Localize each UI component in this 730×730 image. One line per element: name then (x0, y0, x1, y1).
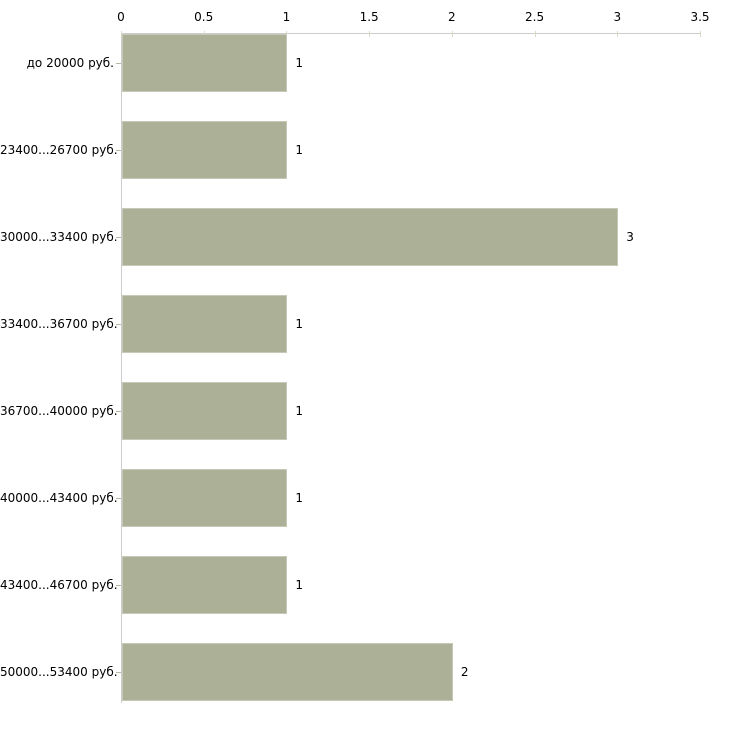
x-axis-tick-mark (369, 31, 371, 37)
bar-value-label: 3 (626, 230, 634, 244)
bar (122, 121, 288, 179)
category-tick-mark (116, 324, 121, 325)
x-axis-tick-mark (121, 31, 122, 37)
x-axis-tick-label: 1.5 (359, 10, 379, 24)
x-axis-tick-label: 0 (117, 10, 125, 24)
category-label: 30000...33400 руб. (0, 230, 118, 244)
category-tick-mark (116, 150, 121, 151)
x-axis-tick-mark (617, 31, 619, 37)
bar (122, 295, 288, 353)
bar-value-label: 1 (295, 56, 304, 70)
category-tick-mark (116, 498, 121, 499)
category-label: 33400...36700 руб. (0, 317, 118, 331)
category-label: 23400...26700 руб. (0, 143, 118, 157)
x-axis-tick-label: 2.5 (525, 10, 545, 24)
bar (122, 34, 288, 92)
category-label: 36700...40000 руб. (0, 404, 118, 418)
bar (122, 208, 619, 266)
plot-area (121, 33, 700, 703)
x-axis-tick-label: 1 (282, 10, 291, 24)
x-axis-tick-label: 3 (613, 10, 622, 24)
category-tick-mark (116, 411, 121, 412)
bar (122, 556, 288, 614)
category-label: до 20000 руб. (26, 56, 114, 70)
bar-value-label: 1 (295, 578, 304, 592)
x-axis-tick-label: 3.5 (690, 10, 710, 24)
bar-value-label: 1 (295, 404, 304, 418)
bar (122, 643, 453, 701)
category-tick-mark (116, 672, 121, 673)
bar (122, 469, 288, 527)
x-axis-tick-label: 2 (448, 10, 456, 24)
bar-value-label: 1 (295, 143, 304, 157)
bar-value-label: 1 (295, 491, 304, 505)
category-label: 43400...46700 руб. (0, 578, 118, 592)
x-axis-tick-label: 0.5 (194, 10, 214, 24)
x-axis-tick-mark (534, 31, 536, 37)
bar-value-label: 2 (460, 665, 469, 679)
bar-value-label: 1 (295, 317, 304, 331)
bar (122, 382, 288, 440)
category-tick-mark (116, 237, 121, 238)
category-tick-mark (116, 63, 121, 64)
x-axis-tick-mark (451, 31, 453, 37)
category-label: 50000...53400 руб. (0, 665, 118, 679)
x-axis-tick-mark (700, 31, 701, 37)
category-tick-mark (116, 585, 121, 586)
category-label: 40000...43400 руб. (0, 491, 118, 505)
